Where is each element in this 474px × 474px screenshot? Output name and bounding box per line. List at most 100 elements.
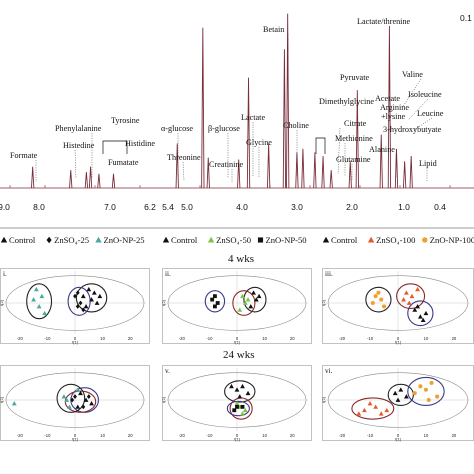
score-point xyxy=(78,390,83,396)
score-point xyxy=(426,397,431,403)
score-point xyxy=(235,404,239,409)
legend-label: Control xyxy=(331,235,358,245)
panel-label: iii. xyxy=(325,270,333,278)
score-point xyxy=(91,290,97,295)
score-point xyxy=(401,297,406,302)
score-x-tick: -20 xyxy=(179,336,186,341)
score-x-tick: -10 xyxy=(44,336,51,341)
score-point xyxy=(210,297,215,302)
annot-histedine: Histedine xyxy=(63,141,95,150)
score-x-tick: -10 xyxy=(44,433,51,438)
score-x-tick: 20 xyxy=(290,433,295,438)
nmr-right-tick: 0.1 xyxy=(460,13,472,23)
score-x-label: t[1] xyxy=(234,340,240,345)
score-point xyxy=(83,304,89,309)
score-y-label: t[2] xyxy=(0,397,4,403)
score-point xyxy=(36,304,42,309)
score-x-label: t[1] xyxy=(234,437,240,442)
annot-fumatate: Fumatate xyxy=(108,158,139,167)
score-point xyxy=(412,307,418,312)
score-x-tick: -20 xyxy=(17,336,24,341)
annot-glycine: Glycine xyxy=(246,138,272,147)
panel-label: vi. xyxy=(325,367,333,375)
nmr-peaks xyxy=(9,13,451,189)
nmr-annotations: Formate Phenylalanine Histedine Tyrosine… xyxy=(10,17,444,169)
score-point xyxy=(379,297,384,302)
score-x-tick: 20 xyxy=(290,336,295,341)
score-y-label: t[2] xyxy=(161,300,166,306)
score-point xyxy=(373,294,378,299)
score-point xyxy=(213,294,217,299)
score-point xyxy=(395,397,401,402)
score-point xyxy=(384,407,390,413)
score-x-tick: -20 xyxy=(17,433,24,438)
score-point xyxy=(362,407,367,413)
score-point xyxy=(234,401,240,406)
score-x-tick: 10 xyxy=(262,433,267,438)
score-plot-panels: -20 -10 0 10 20 t[1] t[2] i. -20 -10 0 10 20 t[1] t[2]… xyxy=(0,268,474,442)
annot-dimethylglycine: Dimethylglycine xyxy=(319,97,374,106)
panel-label: v. xyxy=(165,367,170,375)
score-point xyxy=(81,404,86,410)
score-point xyxy=(378,411,384,416)
legend-label: ZnSO₄-25 xyxy=(54,235,89,245)
nmr-peak xyxy=(329,170,333,189)
legend-marker xyxy=(95,236,102,243)
nmr-peak xyxy=(201,27,205,189)
annot-lipid: Lipid xyxy=(419,159,437,168)
group-ellipse xyxy=(204,290,226,313)
score-x-tick: -20 xyxy=(339,336,346,341)
score-point xyxy=(412,391,417,396)
legend-group-25: Control ZnSO₄-25 ZnO-NP-25 xyxy=(0,235,145,245)
legend-marker xyxy=(46,236,52,244)
score-point xyxy=(75,387,81,392)
score-x-tick: 0 xyxy=(236,336,239,341)
nmr-peak xyxy=(295,152,299,189)
nmr-x-tick-label: 0.4 xyxy=(434,202,446,212)
score-plot-2: -20 -10 0 10 20 t[1] t[2] ii. xyxy=(161,268,312,345)
legend-row: Control ZnSO₄-25 ZnO-NP-25 Control ZnSO₄-50… xyxy=(0,235,474,245)
score-point xyxy=(240,293,245,299)
score-point xyxy=(83,397,89,402)
nmr-x-tick-label: 8.0 xyxy=(33,202,45,212)
score-x-tick: -10 xyxy=(206,433,213,438)
annot-3-hydroxybutyate: 3-hydroxybutyate xyxy=(383,125,442,134)
score-x-tick: 20 xyxy=(452,336,457,341)
legend-label: ZnO-NP-25 xyxy=(104,235,145,245)
score-point xyxy=(237,394,243,399)
score-point xyxy=(232,408,237,413)
nmr-x-tick-label: 4.0 xyxy=(236,202,248,212)
group-ellipse xyxy=(365,286,392,313)
nmr-peak xyxy=(97,173,101,189)
group-ellipse xyxy=(407,300,434,327)
score-point xyxy=(33,286,39,292)
annot-creatinine: Creatinine xyxy=(209,160,243,169)
score-point xyxy=(409,293,415,299)
group-ellipse xyxy=(387,383,414,407)
score-x-tick: -20 xyxy=(339,433,346,438)
nmr-x-tick-label: 3.0 xyxy=(291,202,303,212)
score-point xyxy=(435,394,440,399)
score-point xyxy=(240,383,245,389)
score-point xyxy=(81,307,86,313)
score-plot-1: -20 -10 0 10 20 t[1] t[2] i. xyxy=(0,268,150,345)
legend-label: ZnSO₄-50 xyxy=(216,235,251,245)
score-point xyxy=(31,297,36,302)
nmr-peak xyxy=(84,171,89,189)
group-ellipse xyxy=(26,283,53,320)
score-point xyxy=(406,300,412,305)
week-label-24: 24 wks xyxy=(223,349,254,361)
aromatic-bracket xyxy=(102,140,128,154)
score-y-label: t[2] xyxy=(161,397,166,403)
score-point xyxy=(242,300,248,305)
nmr-peak xyxy=(387,25,392,189)
score-x-tick: 20 xyxy=(452,433,457,438)
score-x-tick: -10 xyxy=(206,336,213,341)
nmr-peak xyxy=(379,134,383,189)
score-x-tick: 0 xyxy=(236,433,239,438)
legend-marker xyxy=(422,237,428,243)
score-point xyxy=(73,293,77,299)
nmr-x-tick-label: 1.0 xyxy=(398,202,410,212)
group-ellipse xyxy=(224,380,256,403)
score-point xyxy=(415,286,420,292)
